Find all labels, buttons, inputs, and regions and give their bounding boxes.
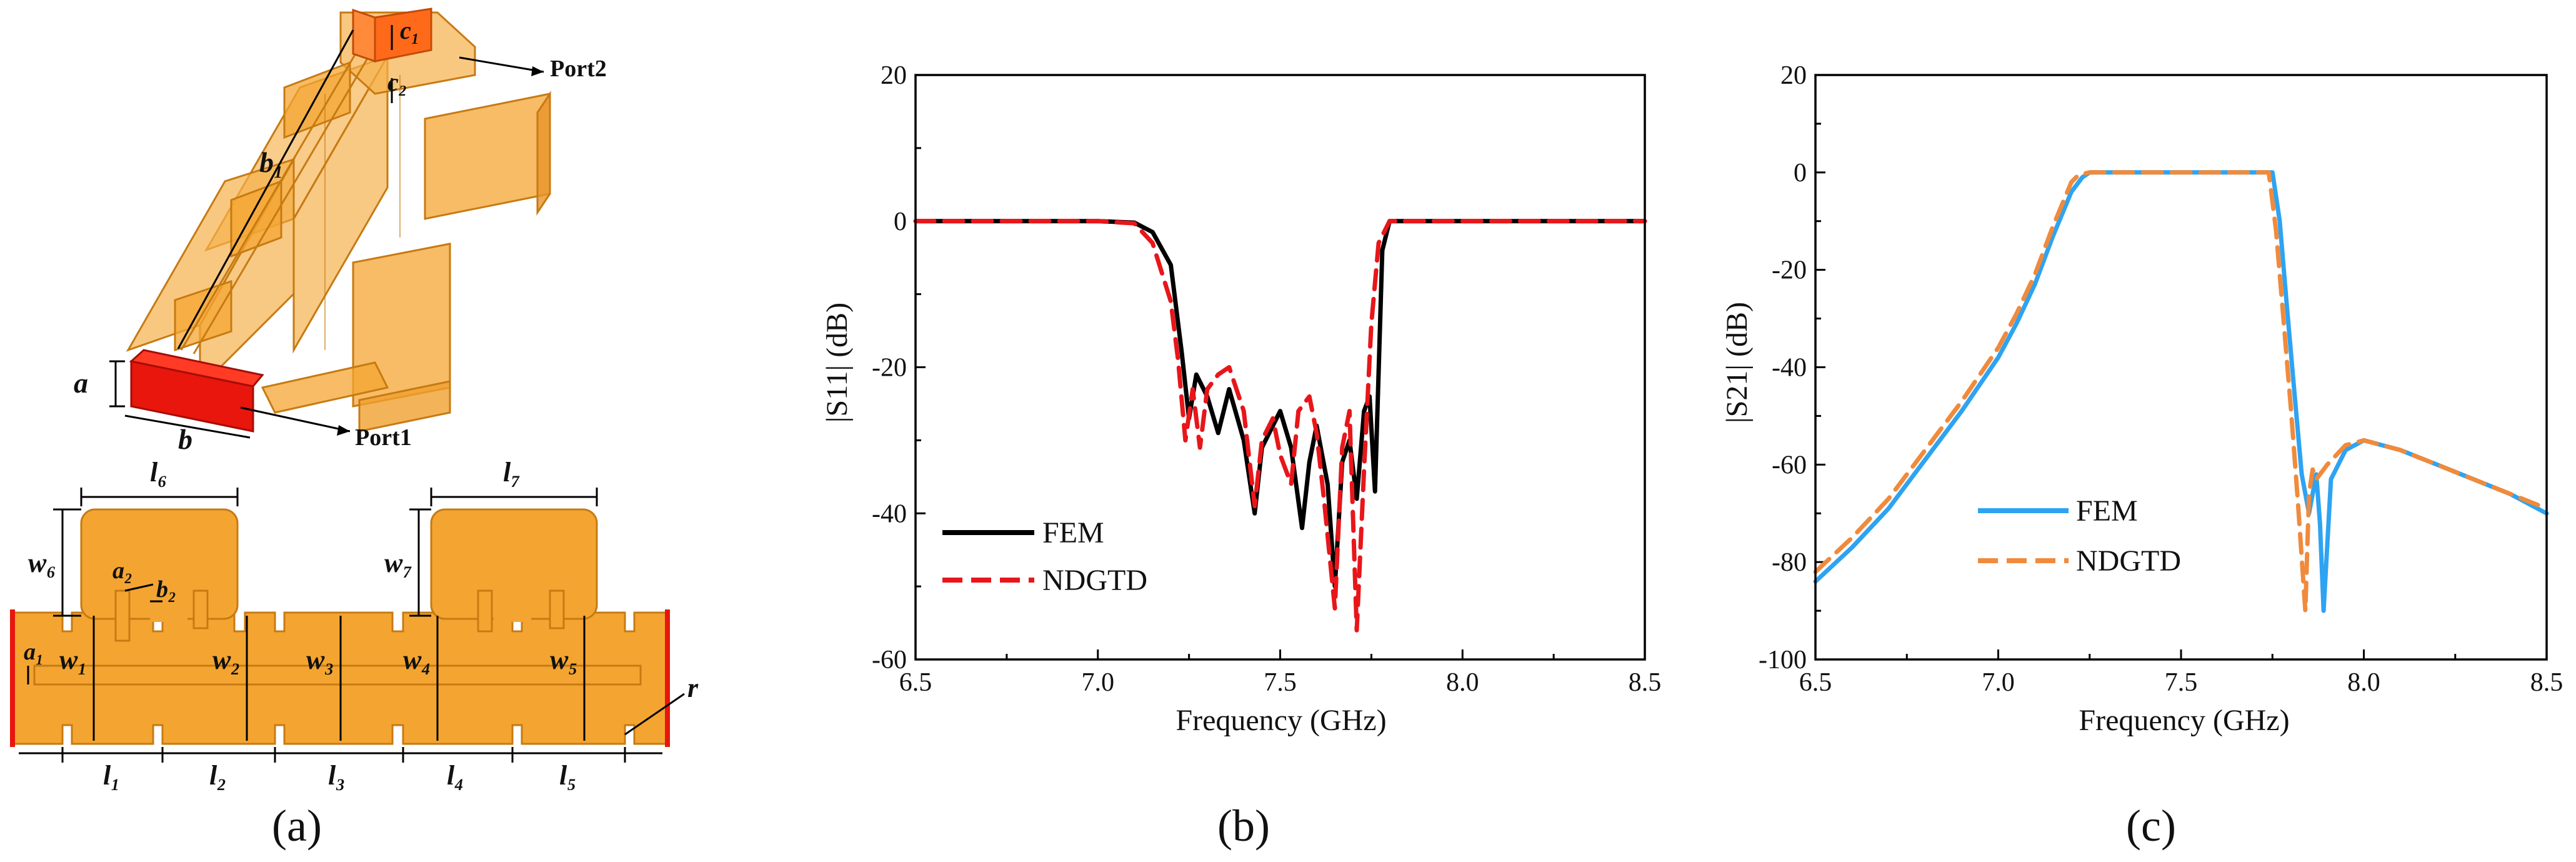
chart-s11-series	[913, 219, 1647, 633]
legend-fem-label: FEM	[2076, 494, 2138, 528]
dim-l4: l₄	[447, 760, 464, 791]
chart-s21-y-tick-labels: -100 -80 -60 -40 -20 0 20	[1759, 61, 1807, 674]
y-tick-label: -20	[1772, 256, 1807, 285]
filter-top-view: l₆ l₇ w₆ w₇ a₂ b₂ a₁ w₁ w₂ w₃ w₄ w₅ r l₁…	[10, 457, 699, 791]
y-tick-label: -40	[872, 499, 907, 528]
chart-s21-x-tick-labels: 6.5 7.0 7.5 8.0 8.5	[1799, 668, 2564, 697]
y-tick-label: 0	[894, 208, 907, 236]
resonator-7	[430, 508, 598, 620]
x-tick-label: 8.0	[2347, 668, 2380, 697]
x-tick-label: 7.5	[1264, 668, 1297, 697]
dim-r: r	[687, 673, 699, 703]
dim-l7: l₇	[503, 457, 521, 488]
dim-w6: w₆	[28, 548, 56, 578]
caption-a: (a)	[272, 801, 322, 851]
dim-b1: b₁	[259, 146, 284, 178]
dim-c1: c₁	[400, 16, 420, 44]
chart-s11-y-tick-labels: -60 -40 -20 0 20	[872, 61, 907, 674]
dim-w7: w₇	[384, 548, 412, 578]
y-tick-label: 0	[1794, 159, 1807, 188]
dim-w1: w₁	[59, 644, 87, 675]
legend-ndgtd-label: NDGTD	[2076, 544, 2181, 578]
chart-s11-ticks	[914, 74, 1646, 661]
x-tick-label: 6.5	[1799, 668, 1832, 697]
chart-s11-plot-frame	[914, 74, 1646, 661]
y-tick-label: -60	[1772, 451, 1807, 479]
dim-c2: c₂	[387, 68, 407, 96]
y-tick-label: -80	[1772, 548, 1807, 577]
x-tick-label: 7.0	[1982, 668, 2015, 697]
port2-label: Port2	[550, 56, 607, 82]
dim-l5: l₅	[559, 760, 577, 791]
chart-s21: 6.5 7.0 7.5 8.0 8.5 -100 -80 -60 -40 -20 0 20 FEM …	[1720, 61, 2563, 851]
chart-s11-xlabel: Frequency (GHz)	[1176, 704, 1386, 737]
chart-s11-x-tick-labels: 6.5 7.0 7.5 8.0 8.5	[899, 668, 1662, 697]
center-strip	[33, 664, 642, 686]
filter-3d-view: Port2 Port1 c₁ c₂ b₁ a b	[74, 8, 607, 455]
x-tick-label: 8.5	[2530, 668, 2564, 697]
dim-w5: w₅	[550, 644, 578, 675]
y-tick-label: -40	[1772, 354, 1807, 383]
y-tick-label: -20	[872, 354, 907, 383]
x-tick-label: 7.5	[2165, 668, 2198, 697]
x-tick-label: 8.5	[1629, 668, 1662, 697]
chart-s21-series	[1813, 170, 2549, 613]
dim-a2: a₂	[112, 558, 132, 584]
dim-l2: l₂	[209, 760, 227, 791]
y-tick-label: -60	[872, 646, 907, 674]
dim-b: b	[178, 423, 192, 455]
legend-fem-label: FEM	[1042, 516, 1104, 549]
port1-label: Port1	[355, 424, 412, 451]
y-tick-label: -100	[1759, 646, 1807, 674]
dim-l3: l₃	[328, 760, 346, 791]
chart-s11-ylabel: |S11| (dB)	[821, 303, 854, 423]
chart-s21-xlabel: Frequency (GHz)	[2079, 704, 2289, 737]
dim-a: a	[74, 367, 88, 399]
chart-s21-ticks	[1814, 74, 2548, 661]
chart-s11-legend: FEM NDGTD	[942, 516, 1147, 597]
y-tick-label: 20	[1780, 61, 1807, 90]
chart-s21-ylabel: |S21| (dB)	[1720, 302, 1754, 423]
dim-w2: w₂	[212, 644, 241, 675]
legend-ndgtd-label: NDGTD	[1042, 564, 1147, 597]
x-tick-label: 6.5	[899, 668, 932, 697]
dim-l6: l₆	[150, 457, 167, 488]
series-line-ndgtd	[1813, 170, 2549, 613]
chart-s21-legend: FEM NDGTD	[1978, 494, 2181, 578]
x-tick-label: 7.0	[1082, 668, 1115, 697]
chart-s11: 6.5 7.0 7.5 8.0 8.5 -60 -40 -20 0 20 FEM NDGTD F…	[821, 61, 1661, 851]
dim-w4: w₄	[403, 644, 431, 675]
dim-b2: b₂	[156, 576, 176, 603]
dim-l1: l₁	[103, 760, 121, 791]
dim-w3: w₃	[306, 644, 334, 675]
series-line-fem	[1813, 170, 2549, 613]
panel-a-filter-structure: Port2 Port1 c₁ c₂ b₁ a b	[10, 8, 699, 851]
x-tick-label: 8.0	[1446, 668, 1479, 697]
dim-a1: a₁	[24, 639, 44, 665]
series-line-ndgtd	[913, 219, 1647, 633]
y-tick-label: 20	[881, 61, 907, 90]
caption-b: (b)	[1217, 801, 1270, 851]
caption-c: (c)	[2126, 801, 2176, 851]
chart-s21-plot-frame	[1814, 74, 2548, 661]
